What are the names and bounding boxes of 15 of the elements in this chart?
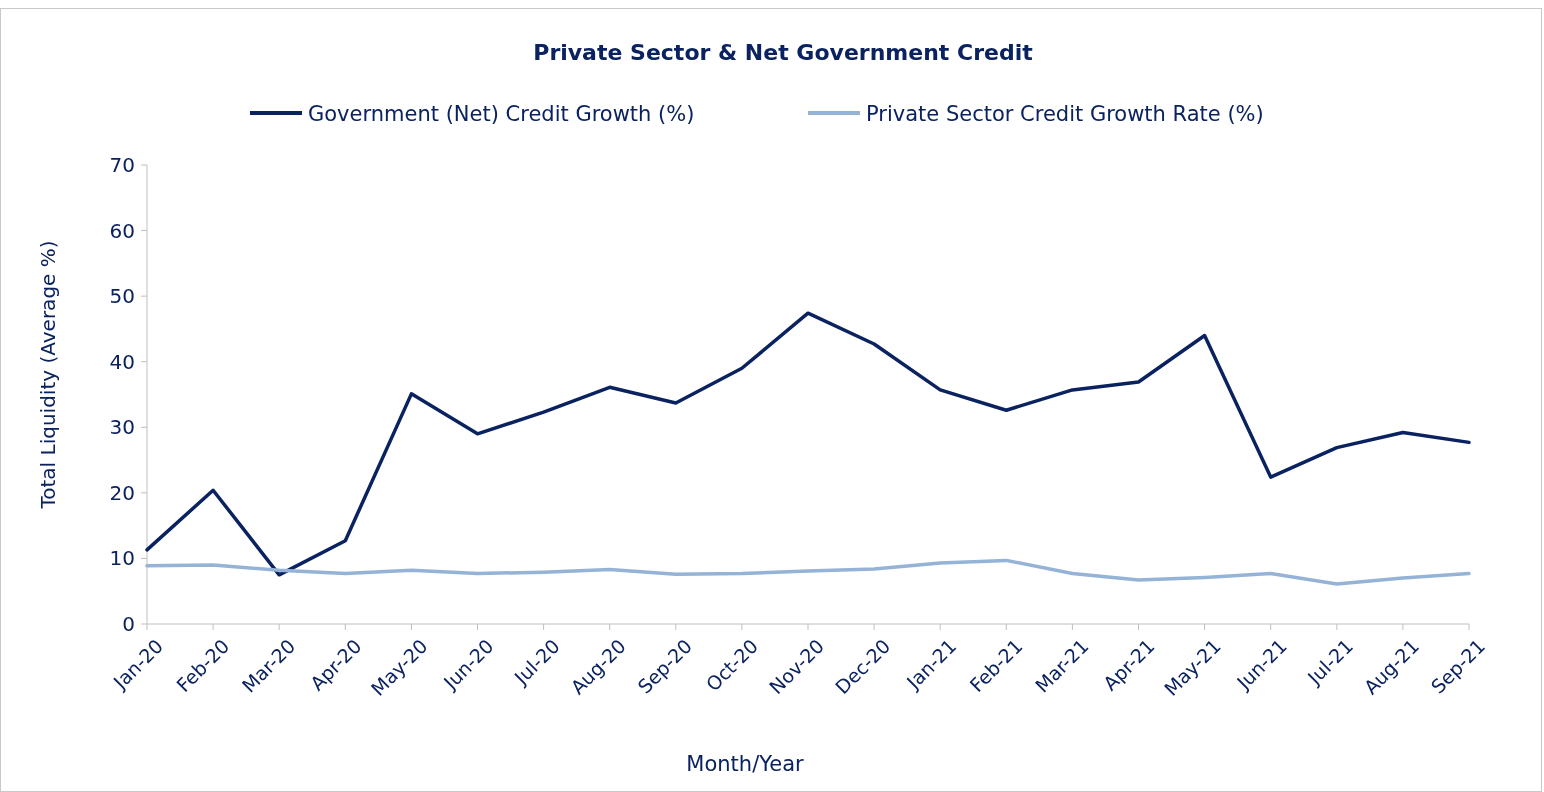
y-tick-label: 0 [122, 612, 135, 636]
legend-label: Private Sector Credit Growth Rate (%) [866, 102, 1264, 126]
y-tick-label: 30 [109, 415, 135, 440]
y-tick-label: 50 [109, 284, 135, 309]
y-tick-label: 70 [109, 153, 135, 177]
x-axis-title: Month/Year [686, 752, 805, 776]
y-tick-label: 20 [109, 480, 135, 505]
legend-label: Government (Net) Credit Growth (%) [308, 102, 695, 126]
line-series [145, 311, 1471, 577]
y-axis-title: Total Liquidity (Average %) [36, 240, 60, 510]
line-series [145, 558, 1471, 586]
y-tick-label: 40 [109, 349, 135, 374]
chart-title: Private Sector & Net Government Credit [533, 40, 1034, 65]
y-tick-label: 10 [109, 546, 135, 571]
y-tick-label: 60 [109, 218, 135, 243]
